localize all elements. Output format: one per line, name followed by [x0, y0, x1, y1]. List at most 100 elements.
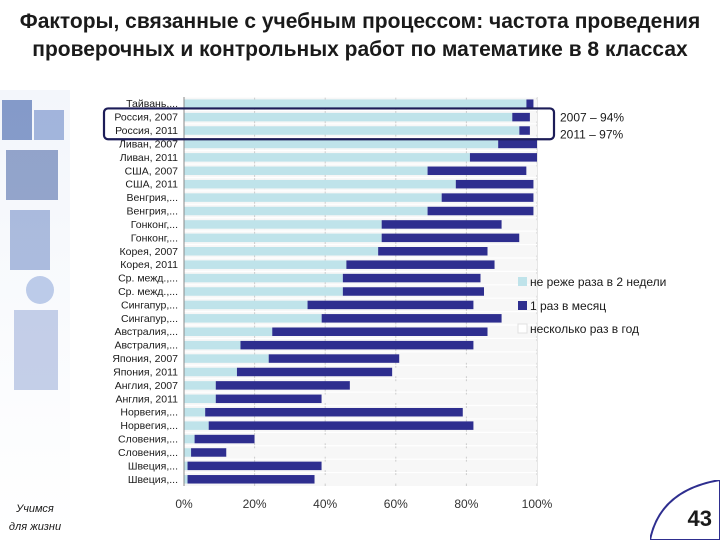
y-category-label: Норвегия,... [120, 407, 178, 419]
bar-segment-3 [533, 99, 537, 108]
footer-line-1: Учимся [16, 503, 54, 515]
bar-segment-1 [184, 434, 195, 444]
bar-segment-1 [184, 461, 188, 471]
legend-label-3: несколько раз в год [530, 322, 639, 336]
page-number: 43 [687, 506, 712, 531]
x-tick-label: 60% [384, 497, 408, 511]
bar-segment-2 [378, 247, 488, 256]
x-tick-label: 20% [243, 497, 267, 511]
legend-label-2: 1 раз в месяц [530, 299, 606, 313]
bar-segment-1 [184, 273, 343, 283]
bar-segment-1 [184, 475, 188, 484]
y-category-label: Ср. межд.,... [118, 286, 178, 298]
bar-segment-2 [342, 287, 485, 296]
bar-segment-2 [519, 126, 530, 135]
y-category-label: Япония, 2007 [112, 353, 178, 365]
bar-segment-2 [441, 193, 534, 202]
bar-segment-2 [191, 448, 227, 457]
bar-segment-2 [512, 112, 530, 122]
bar-segment-2 [187, 461, 322, 471]
bar-segment-3 [519, 233, 537, 243]
y-category-label: США, 2007 [125, 165, 179, 177]
bar-segment-3 [533, 193, 537, 202]
y-category-label: Ср. межд.,... [118, 273, 178, 285]
bar-segment-3 [533, 179, 537, 189]
y-category-label: Россия, 2007 [114, 112, 178, 124]
bar-segment-1 [184, 166, 428, 176]
bar-segment-1 [184, 126, 520, 135]
y-category-label: Корея, 2011 [120, 259, 178, 271]
bar-segment-1 [184, 381, 216, 390]
x-tick-label: 100% [522, 497, 553, 511]
bar-segment-1 [184, 407, 206, 417]
bar-segment-1 [184, 340, 241, 350]
bar-segment-3 [529, 112, 537, 122]
bar-segment-2 [455, 179, 534, 189]
y-category-label: Сингапур,... [121, 299, 178, 311]
bar-segment-3 [226, 448, 538, 457]
bar-segment-3 [526, 166, 537, 176]
bar-segment-2 [215, 394, 322, 404]
y-category-label: Австралия,... [114, 340, 178, 352]
y-category-label: Венгрия,... [126, 192, 178, 204]
bar-segment-1 [184, 233, 382, 243]
y-category-label: Ливан, 2007 [119, 138, 178, 150]
bar-segment-3 [392, 367, 537, 377]
y-category-label: Япония, 2011 [113, 366, 178, 378]
y-category-label: Швеция,... [128, 460, 178, 472]
highlight-note-line-1: 2007 – 94% [560, 110, 624, 124]
bar-segment-2 [381, 233, 520, 243]
bar-segment-1 [184, 112, 513, 122]
bar-segment-2 [427, 166, 527, 176]
bar-segment-1 [184, 367, 237, 377]
bar-segment-1 [184, 139, 499, 149]
bar-segment-1 [184, 314, 322, 323]
y-category-label: США, 2011 [125, 179, 178, 191]
bar-segment-3 [349, 381, 537, 390]
bar-segment-1 [184, 354, 269, 363]
highlight-box [102, 107, 556, 141]
bar-segment-2 [307, 300, 474, 310]
bar-segment-3 [480, 273, 537, 283]
bar-segment-2 [427, 206, 534, 216]
decor-illustration [2, 100, 64, 390]
bar-segment-1 [184, 448, 192, 457]
bar-segment-1 [184, 206, 428, 216]
bar-segment-2 [498, 139, 537, 149]
bar-segment-1 [184, 260, 347, 269]
bar-segment-3 [487, 247, 537, 256]
bar-segment-2 [321, 314, 502, 323]
bar-segment-1 [184, 287, 343, 296]
bar-segment-2 [381, 220, 502, 229]
bar-segment-1 [184, 153, 470, 162]
bar-segment-2 [194, 434, 255, 444]
bar-segment-2 [346, 260, 495, 269]
legend-swatch-1 [518, 277, 527, 286]
y-category-label: Россия, 2011 [115, 125, 178, 137]
y-category-label: Англия, 2007 [115, 380, 178, 392]
bar-segment-1 [184, 99, 527, 108]
y-category-label: Сингапур,... [121, 313, 178, 325]
bar-segment-3 [533, 206, 537, 216]
y-category-label: Англия, 2011 [116, 393, 179, 405]
y-category-label: Гонконг,... [131, 219, 178, 231]
legend-swatch-2 [518, 301, 527, 310]
page-title: Факторы, связанные с учебным процессом: … [19, 10, 701, 61]
bar-segment-2 [208, 421, 474, 430]
bar-segment-3 [321, 394, 537, 404]
bar-segment-2 [272, 327, 488, 336]
footer-line-2: для жизни [8, 521, 62, 533]
bar-segment-2 [526, 99, 534, 108]
bar-segment-3 [473, 421, 537, 430]
bar-segment-2 [268, 354, 400, 363]
bar-segment-3 [473, 340, 537, 350]
highlight-note-line-2: 2011 – 97% [560, 127, 623, 141]
x-tick-label: 0% [175, 497, 193, 511]
y-category-label: Норвегия,... [120, 420, 178, 432]
x-tick-label: 40% [313, 497, 337, 511]
y-category-label: Словения,... [118, 447, 178, 459]
bar-segment-3 [321, 461, 537, 471]
bar-segment-2 [187, 475, 315, 484]
bar-segment-3 [494, 260, 537, 269]
